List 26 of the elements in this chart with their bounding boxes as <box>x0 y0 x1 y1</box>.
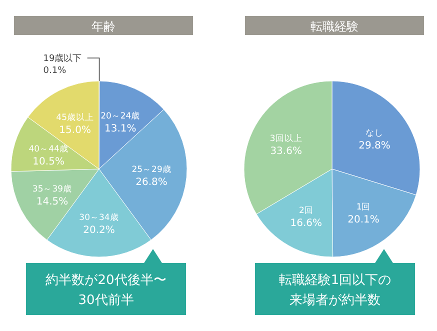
chart-title: 転職経験 <box>310 20 358 34</box>
data-label: 16.6% <box>290 218 322 230</box>
slice-label: 3回以上 <box>270 132 302 144</box>
chart-title: 年齢 <box>92 20 116 34</box>
slice-label: 20～24歳 <box>100 110 140 122</box>
slice-label: 2回 <box>298 206 314 216</box>
slice-label: 25～29歳 <box>132 164 172 176</box>
data-label: 26.8% <box>136 177 168 188</box>
data-label: 33.6% <box>270 146 302 157</box>
slice-label: なし <box>365 128 384 139</box>
slice-label: 35～39歳 <box>32 184 72 195</box>
slice-label: 40～44歳 <box>28 143 68 154</box>
data-label: 14.5% <box>36 196 68 208</box>
data-label: 10.5% <box>32 156 64 168</box>
data-label: 15.0% <box>59 124 91 136</box>
slice-label: 1回 <box>356 202 371 212</box>
slice-label: 30～34歳 <box>79 212 119 223</box>
data-label: 29.8% <box>358 140 390 152</box>
text: 約半数が20代後半〜30代前半 <box>46 273 166 308</box>
data-label: 0.1% <box>43 66 67 76</box>
text: 転職経験1回以下の来場者が約半数 <box>278 273 392 308</box>
data-label: 20.2% <box>83 224 115 236</box>
slice-label: 45歳以上 <box>56 112 94 123</box>
slice-label: 19歳以下 <box>43 53 82 64</box>
data-label: 20.1% <box>348 214 380 226</box>
data-label: 13.1% <box>104 124 136 135</box>
